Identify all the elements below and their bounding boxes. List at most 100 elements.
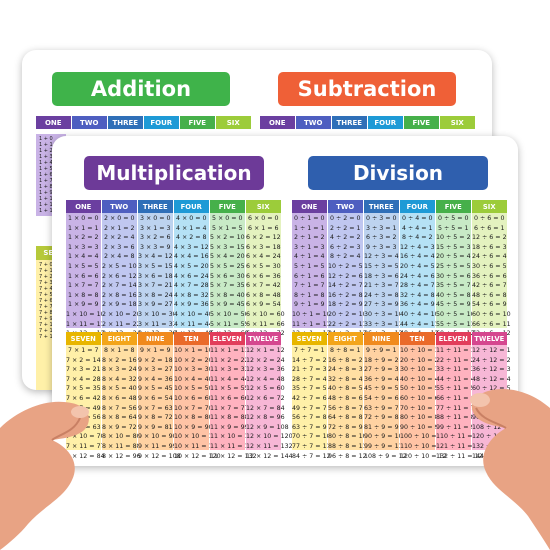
fact-row: 11 × 12 = 132	[210, 452, 257, 460]
fact-row: 9 × 2 = 18	[138, 356, 173, 364]
fact-row: 20 ÷ 4 = 5	[400, 262, 435, 270]
fact-row: 77 ÷ 7 = 11	[292, 442, 331, 450]
fact-row: 22 ÷ 2 = 11	[328, 320, 367, 328]
fact-row: 5 × 5 = 25	[210, 262, 245, 270]
column-head: TWO	[102, 200, 137, 213]
addition-title: Addition	[52, 72, 230, 106]
column-head: FIVE	[436, 200, 471, 213]
fact-row: 81 ÷ 9 = 9	[364, 423, 399, 431]
fact-row: 3 × 10 = 30	[138, 310, 177, 318]
multiplication-title: Multiplication	[84, 156, 264, 190]
fact-row: 12 ÷ 4 = 3	[400, 243, 435, 251]
fact-row: 66 ÷ 6 = 11	[472, 320, 511, 328]
fact-row: 8 × 1 = 8	[103, 347, 135, 354]
fact-row: 7 × 5 = 35	[66, 385, 101, 393]
multiplication-division-chart: Multiplication Division ONE 1 × 0 = 0 1 × …	[52, 136, 518, 466]
fact-row: 5 × 10 = 50	[210, 310, 249, 318]
fact-row: 12 ÷ 2 = 6	[328, 272, 363, 280]
fact-row: 7 × 1 = 7	[67, 347, 99, 354]
division-title: Division	[308, 156, 488, 190]
fact-row: 33 ÷ 3 = 11	[364, 320, 403, 328]
fact-row: 132 ÷ 11 = 12	[436, 452, 483, 460]
fact-row: 40 ÷ 4 = 10	[400, 310, 439, 318]
fact-row: 60 ÷ 12 = 5	[472, 385, 511, 393]
fact-row: 7 + 1	[39, 268, 53, 274]
fact-row: 1 + 0	[39, 136, 53, 142]
fact-row: 12 ÷ 6 = 2	[472, 234, 507, 242]
fact-row: 100 ÷ 10 = 10	[400, 433, 447, 441]
fact-row: 40 ÷ 8 = 5	[328, 385, 363, 393]
fact-row: 11 ÷ 11 = 1	[436, 347, 475, 354]
fact-row: 1 × 3 = 3	[67, 243, 99, 251]
fact-row: 7 + 2	[39, 274, 53, 280]
fact-row: 1 + 6	[39, 172, 53, 178]
fact-row: 6 × 7 = 42	[246, 282, 281, 290]
fact-row: 2 × 11 = 22	[102, 320, 141, 328]
fact-row: 7 + 7	[39, 304, 53, 310]
fact-row: 3 × 3 = 9	[139, 243, 171, 251]
column-head: FOUR	[174, 200, 209, 213]
fact-row: 3 × 5 = 15	[138, 262, 173, 270]
fact-row: 45 ÷ 9 = 5	[364, 385, 399, 393]
fact-row: 110 ÷ 11 = 10	[436, 433, 483, 441]
fact-row: 8 × 12 = 96	[102, 452, 141, 460]
fact-row: 1 × 11 = 11	[66, 320, 105, 328]
column-head: NINE	[364, 332, 399, 345]
column-head: FOUR	[368, 116, 403, 129]
fact-row: 10 ÷ 1 = 10	[292, 310, 331, 318]
fact-row: 36 ÷ 6 = 6	[472, 272, 507, 280]
fact-row: 2 × 1 = 2	[103, 224, 135, 232]
left-hand	[0, 401, 89, 550]
fact-row: 6 ÷ 1 = 6	[293, 272, 325, 280]
fact-row: 7 × 2 = 14	[66, 356, 101, 364]
fact-row: 2 × 4 = 8	[103, 253, 135, 261]
fact-row: 6 ÷ 3 = 2	[365, 234, 397, 242]
fact-row: 24 ÷ 8 = 3	[328, 366, 363, 374]
fact-row: 3 ÷ 1 = 3	[293, 243, 325, 251]
column-head: FIVE	[404, 116, 439, 129]
fact-row: 60 ÷ 6 = 10	[472, 310, 511, 318]
fact-row: 108 ÷ 12 = 9	[472, 423, 515, 431]
fact-row: 45 ÷ 5 = 9	[436, 301, 471, 309]
fact-row: 108 ÷ 9 = 12	[364, 452, 407, 460]
fact-row: 9 × 7 = 63	[138, 404, 173, 412]
fact-row: 9 × 8 = 72	[138, 414, 173, 422]
table-column: FOUR 0 ÷ 4 = 0 4 ÷ 4 = 1 8 ÷ 4 = 2 12 ÷ 4 = …	[400, 200, 439, 337]
fact-row: 3 × 6 = 18	[138, 272, 173, 280]
fact-row: 12 × 1 = 12	[246, 347, 285, 354]
fact-row: 4 × 9 = 36	[174, 301, 209, 309]
fact-row: 54 ÷ 6 = 9	[472, 301, 507, 309]
fact-row: 0 ÷ 3 = 0	[365, 215, 397, 222]
fact-row: 2 × 9 = 18	[102, 301, 137, 309]
fact-row: 66 ÷ 11 = 6	[436, 394, 475, 402]
fact-row: 7 ÷ 7 = 1	[293, 347, 325, 354]
fact-row: 1 × 6 = 6	[67, 272, 99, 280]
fact-row: 27 ÷ 9 = 3	[364, 366, 399, 374]
fact-row: 4 × 0 = 0	[175, 215, 207, 222]
table-column: FIVE 5 × 0 = 0 5 × 1 = 5 5 × 2 = 10 5 × 3 = …	[210, 200, 249, 337]
fact-row: 11 × 5 = 55	[210, 385, 249, 393]
fact-row: 42 ÷ 7 = 6	[292, 394, 327, 402]
fact-row: 44 ÷ 4 = 11	[400, 320, 439, 328]
column-head: FIVE	[180, 116, 215, 129]
fact-row: 32 ÷ 4 = 8	[400, 291, 435, 299]
table-column: FIVE 0 ÷ 5 = 0 5 ÷ 5 = 1 10 ÷ 5 = 2 15 ÷ 5 =…	[436, 200, 475, 337]
fact-row: 35 ÷ 7 = 5	[292, 385, 327, 393]
column-head: TEN	[400, 332, 435, 345]
column-head: ONE	[292, 200, 327, 213]
fact-row: 1 × 5 = 5	[67, 262, 99, 270]
fact-row: 7 × 11 = 77	[66, 442, 105, 450]
fact-row: 7 + 5	[39, 292, 53, 298]
fact-row: 2 × 5 = 10	[102, 262, 137, 270]
fact-row: 11 × 11 = 121	[210, 442, 257, 450]
fact-row: 30 ÷ 10 = 3	[400, 366, 439, 374]
fact-row: 11 × 2 = 22	[210, 356, 249, 364]
fact-row: 8 × 2 = 16	[102, 356, 137, 364]
column-head: SEVEN	[292, 332, 327, 345]
column-head: NINE	[138, 332, 173, 345]
fact-row: 3 × 0 = 0	[139, 215, 171, 222]
fact-row: 4 × 3 = 12	[174, 243, 209, 251]
fact-row: 8 × 4 = 32	[102, 375, 137, 383]
fact-row: 110 ÷ 10 = 11	[400, 442, 447, 450]
